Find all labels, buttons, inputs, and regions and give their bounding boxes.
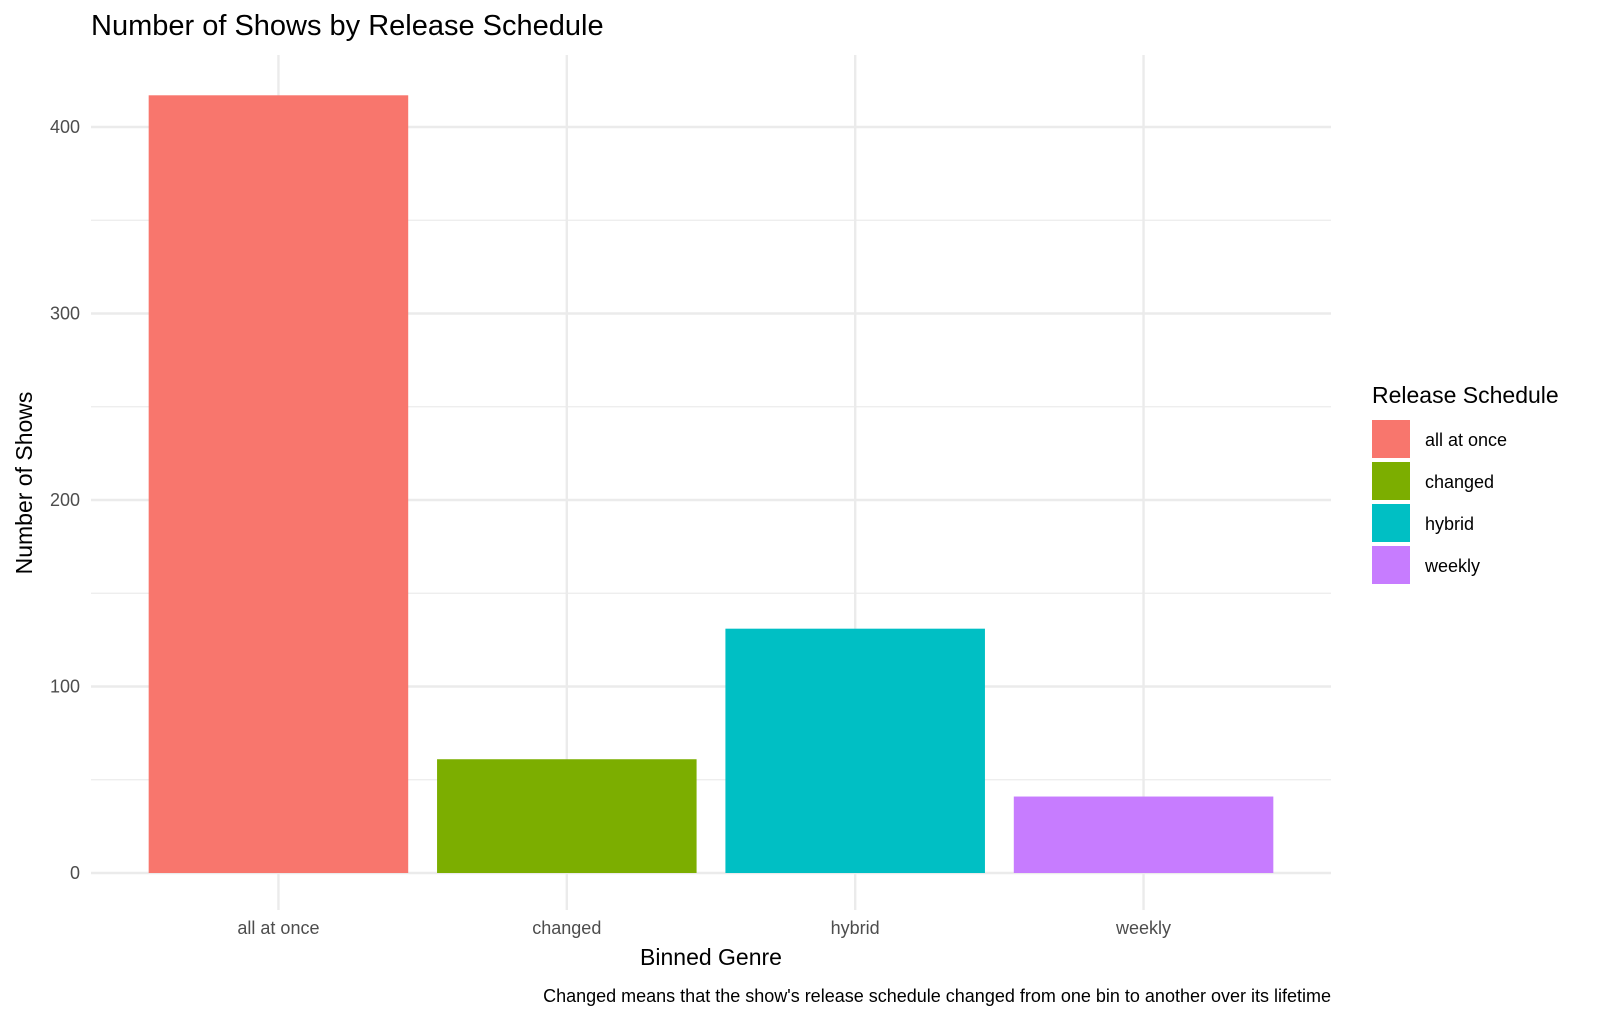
x-axis-title: Binned Genre xyxy=(640,944,782,970)
bar-changed xyxy=(437,759,697,873)
x-tick-label: all at once xyxy=(237,918,319,938)
chart-title: Number of Shows by Release Schedule xyxy=(91,10,604,42)
legend-label: changed xyxy=(1425,472,1494,492)
y-tick-label: 300 xyxy=(50,304,80,324)
legend: Release Schedule all at once changed hybri… xyxy=(1372,382,1559,584)
legend-label: weekly xyxy=(1424,556,1480,576)
bars xyxy=(148,95,1274,874)
y-tick-label: 200 xyxy=(50,490,80,510)
bar-weekly xyxy=(1013,796,1274,873)
legend-key-hybrid xyxy=(1372,504,1410,542)
bar-all-at-once xyxy=(148,95,409,874)
legend-label: hybrid xyxy=(1425,514,1474,534)
bar-hybrid xyxy=(725,628,985,873)
x-tick-labels: all at once changed hybrid weekly xyxy=(237,918,1171,938)
chart-caption: Changed means that the show's release sc… xyxy=(543,986,1331,1006)
legend-key-weekly xyxy=(1372,546,1410,584)
legend-key-changed xyxy=(1372,462,1410,500)
legend-key-all-at-once xyxy=(1372,420,1410,458)
x-tick-label: changed xyxy=(532,918,601,938)
y-tick-label: 100 xyxy=(50,677,80,697)
y-tick-label: 0 xyxy=(70,863,80,883)
y-tick-labels: 0 100 200 300 400 xyxy=(50,117,80,883)
legend-label: all at once xyxy=(1425,430,1507,450)
x-tick-label: weekly xyxy=(1115,918,1171,938)
y-tick-label: 400 xyxy=(50,117,80,137)
x-tick-label: hybrid xyxy=(831,918,880,938)
legend-title: Release Schedule xyxy=(1372,382,1559,408)
y-axis-title: Number of Shows xyxy=(11,392,37,575)
